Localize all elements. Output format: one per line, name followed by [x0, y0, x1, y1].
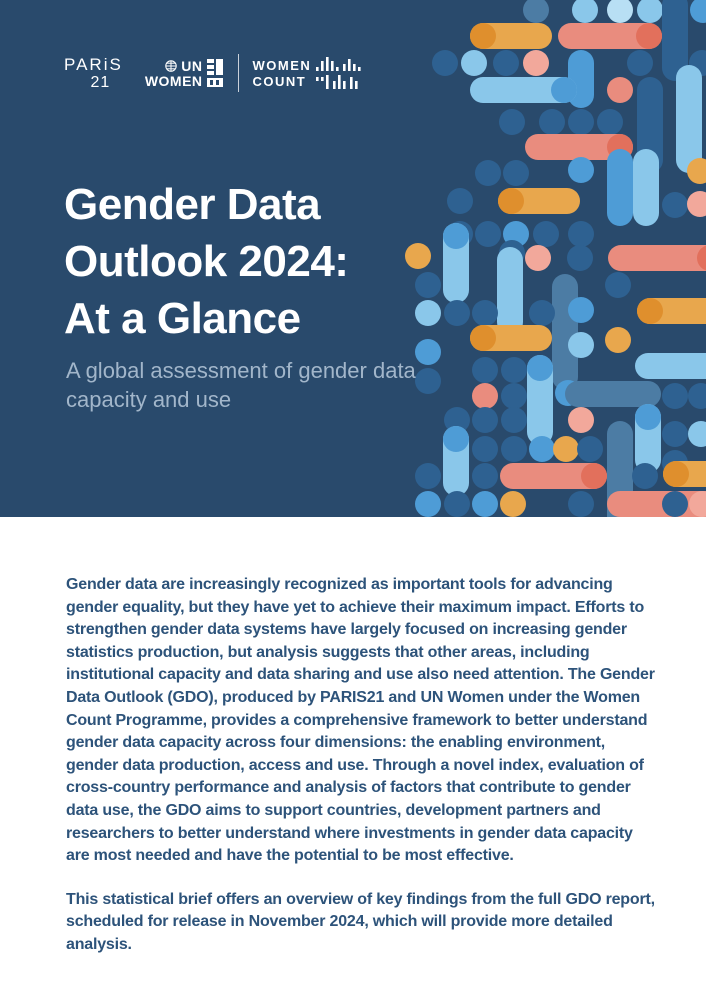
logo-row: PARiS 21 UN WOMEN [64, 54, 368, 92]
page-title-line1: Gender Data [64, 180, 321, 229]
women-count-logo-line2: COUNT [252, 73, 307, 89]
paris21-logo-line2: 21 [90, 73, 111, 91]
intro-paragraph: Gender data are increasingly recognized … [66, 576, 655, 865]
un-women-flag-icon [206, 59, 223, 87]
brief-note-paragraph: This statistical brief offers an overvie… [66, 890, 655, 953]
un-women-logo-line1: UN [181, 57, 203, 74]
women-count-logo: WOMEN COUNT [253, 57, 369, 89]
paris21-logo-line1: PARiS [64, 54, 123, 74]
body-copy: Gender data are increasingly recognized … [66, 574, 658, 978]
logo-divider [237, 54, 239, 92]
women-count-bars-icon [316, 57, 361, 89]
un-women-logo-line2: WOMEN [144, 72, 203, 89]
page-title-line2: Outlook 2024: [64, 237, 349, 286]
page-title-line3: At a Glance [64, 294, 301, 343]
page-subtitle: A global assessment of gender data capac… [66, 358, 416, 412]
deco-pattern-svg [405, 0, 706, 517]
women-count-logo-text: WOMEN COUNT [253, 59, 312, 88]
paris21-logo: PARiS 21 [64, 56, 123, 91]
page-title: Gender Data Outlook 2024: At a Glance [64, 176, 349, 347]
cover-header: PARiS 21 UN WOMEN [0, 0, 706, 517]
un-emblem-icon [165, 59, 178, 72]
un-women-logo-text: UN WOMEN [145, 59, 203, 88]
women-count-logo-line1: WOMEN [252, 57, 312, 73]
un-women-logo: UN WOMEN [145, 58, 224, 88]
